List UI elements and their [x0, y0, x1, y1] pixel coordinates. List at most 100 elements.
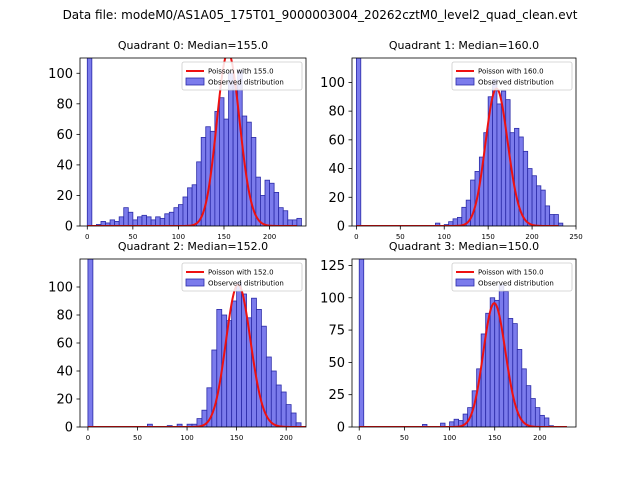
plot-area	[355, 58, 564, 226]
histogram-bar	[173, 207, 179, 226]
axes-frame	[351, 258, 577, 428]
histogram-bar	[278, 207, 284, 226]
y-tick-label: 80	[56, 309, 73, 324]
y-tick-label: 60	[328, 133, 345, 148]
y-tick-label: 75	[328, 324, 345, 339]
panel-title: Quadrant 0: Median=155.0	[118, 39, 268, 52]
y-tick-label: 20	[328, 191, 345, 206]
x-tick-label: 200	[533, 434, 546, 442]
histogram-bar	[285, 404, 292, 427]
histogram-bar	[232, 85, 239, 226]
legend-hist-swatch	[185, 77, 205, 86]
x-tick-label: 100	[443, 434, 456, 442]
x-tick-label: 50	[133, 434, 142, 442]
histogram-bar	[296, 217, 302, 226]
x-tick-label: 150	[217, 233, 230, 241]
legend-poisson-label: Poisson with 150.0	[478, 269, 544, 277]
histogram-bar	[496, 103, 502, 226]
legend-hist-label: Observed distribution	[478, 280, 554, 288]
histogram-bar	[290, 412, 297, 427]
plot-area	[358, 259, 567, 427]
y-tick-label: 100	[48, 281, 73, 296]
legend: Poisson with 152.0 Observed distribution	[181, 262, 303, 292]
histogram-bar	[525, 385, 532, 427]
histogram-bar	[536, 185, 542, 226]
y-tick-label: 40	[328, 162, 345, 177]
y-tick-label: 0	[65, 421, 73, 436]
legend-frame	[181, 262, 303, 292]
histogram-bar-zero	[87, 259, 94, 427]
histogram-bar	[123, 207, 129, 226]
histogram-bar	[264, 179, 270, 226]
histogram-bar	[527, 168, 533, 226]
x-tick-label: 200	[525, 233, 538, 241]
histogram-bar	[178, 204, 184, 226]
panel-title: Quadrant 2: Median=152.0	[118, 240, 268, 253]
histogram-bar	[191, 184, 198, 226]
histogram-bar	[236, 282, 242, 427]
y-tick-label: 0	[337, 220, 345, 235]
y-tick-label: 0	[65, 220, 73, 235]
histogram-bar	[164, 213, 170, 226]
plot-area	[87, 259, 306, 427]
histogram-bar	[275, 384, 282, 427]
legend-poisson-label: Poisson with 155.0	[208, 68, 274, 76]
histogram-bar	[159, 217, 166, 226]
legend: Poisson with 155.0 Observed distribution	[181, 61, 303, 91]
poisson-curve	[87, 58, 297, 226]
y-tick-label: 25	[328, 388, 345, 403]
panel-quadrant-0: Quadrant 0: Median=155.0 0 50 100 150 200 0 20 4…	[48, 39, 307, 241]
histogram-bar	[246, 121, 252, 226]
x-tick-label: 50	[396, 233, 405, 241]
legend-poisson-label: Poisson with 160.0	[478, 68, 544, 76]
axes-frame	[79, 57, 307, 227]
y-tick-label: 20	[56, 393, 73, 408]
histogram-bar	[530, 398, 536, 427]
x-tick-label: 200	[263, 233, 276, 241]
legend-frame	[181, 61, 303, 91]
x-tick-label: 0	[85, 233, 89, 241]
legend: Poisson with 160.0 Observed distribution	[451, 61, 573, 91]
histogram-bar	[273, 191, 280, 226]
histogram-bar	[280, 391, 287, 427]
x-tick-label: 50	[400, 434, 409, 442]
histogram-bar	[137, 216, 143, 226]
figure-title: Data file: modeM0/AS1A05_175T01_90000030…	[62, 8, 578, 22]
panel-quadrant-1: Quadrant 1: Median=160.0 0 50 100 150 200 250 0…	[320, 39, 583, 241]
x-tick-label: 100	[180, 434, 193, 442]
histogram-bar	[168, 211, 175, 226]
legend-hist-label: Observed distribution	[478, 79, 554, 87]
histogram-bar	[118, 216, 125, 226]
histogram-bar	[187, 187, 193, 226]
histogram-bar	[282, 210, 289, 226]
histogram-bar	[521, 368, 527, 427]
y-tick-label: 60	[56, 337, 73, 352]
histogram-bar	[531, 175, 537, 226]
histogram-bar	[127, 211, 134, 226]
histogram-bar	[522, 150, 529, 226]
y-tick-label: 80	[56, 97, 73, 112]
x-tick-label: 100	[438, 233, 451, 241]
panel-title: Quadrant 1: Median=160.0	[389, 39, 539, 52]
x-tick-label: 0	[354, 233, 358, 241]
legend-frame	[451, 262, 573, 292]
histogram-bar	[196, 161, 202, 226]
histogram-bar	[216, 308, 223, 427]
histogram-bar	[256, 308, 262, 427]
histogram-bar	[489, 297, 496, 427]
x-tick-label: 150	[481, 233, 494, 241]
histogram-bar-zero	[358, 259, 365, 427]
panel-title: Quadrant 3: Median=150.0	[389, 240, 539, 253]
y-tick-label: 40	[56, 365, 73, 380]
legend-hist-swatch	[455, 278, 475, 287]
panel-quadrant-3: Quadrant 3: Median=150.0 0 50 100 150 200 0 25 5…	[320, 240, 577, 442]
x-tick-label: 200	[279, 434, 292, 442]
histogram-bar	[269, 182, 275, 226]
histogram-bar	[231, 300, 238, 427]
histogram-bar	[539, 414, 545, 427]
histogram-bar-zero	[86, 58, 93, 226]
histogram-bar	[544, 205, 551, 226]
histogram-bar	[155, 216, 161, 226]
y-tick-label: 125	[320, 259, 345, 274]
